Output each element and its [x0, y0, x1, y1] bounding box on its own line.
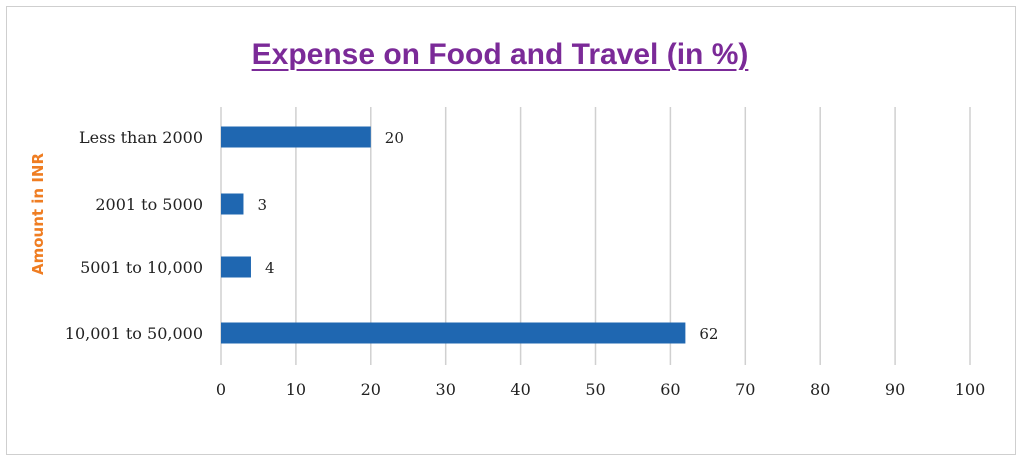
- x-tick-label: 70: [735, 380, 755, 399]
- data-label: 4: [265, 259, 275, 277]
- gridlines: [220, 107, 971, 365]
- x-tick-label: 40: [510, 380, 530, 399]
- x-tick-label: 0: [216, 380, 226, 399]
- data-label: 20: [385, 129, 404, 147]
- category-label: 5001 to 10,000: [80, 258, 203, 277]
- labels: 0 10 20 30 40 50 60 70 80 90 100 Less than 2000 20 20…: [65, 128, 985, 399]
- data-label: 3: [257, 196, 267, 214]
- category-label: 2001 to 5000: [95, 195, 203, 214]
- chart-frame: [6, 6, 1016, 455]
- data-label: 62: [699, 325, 718, 343]
- category-label: Less than 2000: [79, 128, 203, 147]
- category-label: 10,001 to 50,000: [65, 324, 203, 343]
- x-tick-label: 60: [660, 380, 680, 399]
- x-tick-label: 10: [286, 380, 306, 399]
- bar: [221, 193, 244, 215]
- bar: [221, 256, 251, 278]
- x-tick-label: 30: [436, 380, 456, 399]
- x-tick-label: 50: [585, 380, 605, 399]
- x-tick-label: 80: [810, 380, 830, 399]
- chart-title: Expense on Food and Travel (in %): [251, 38, 749, 71]
- bar: [221, 322, 686, 344]
- bars: [221, 126, 686, 344]
- x-tick-label: 20: [361, 380, 381, 399]
- x-tick-label: 100: [955, 380, 986, 399]
- x-tick-label: 90: [885, 380, 905, 399]
- bar: [221, 126, 371, 148]
